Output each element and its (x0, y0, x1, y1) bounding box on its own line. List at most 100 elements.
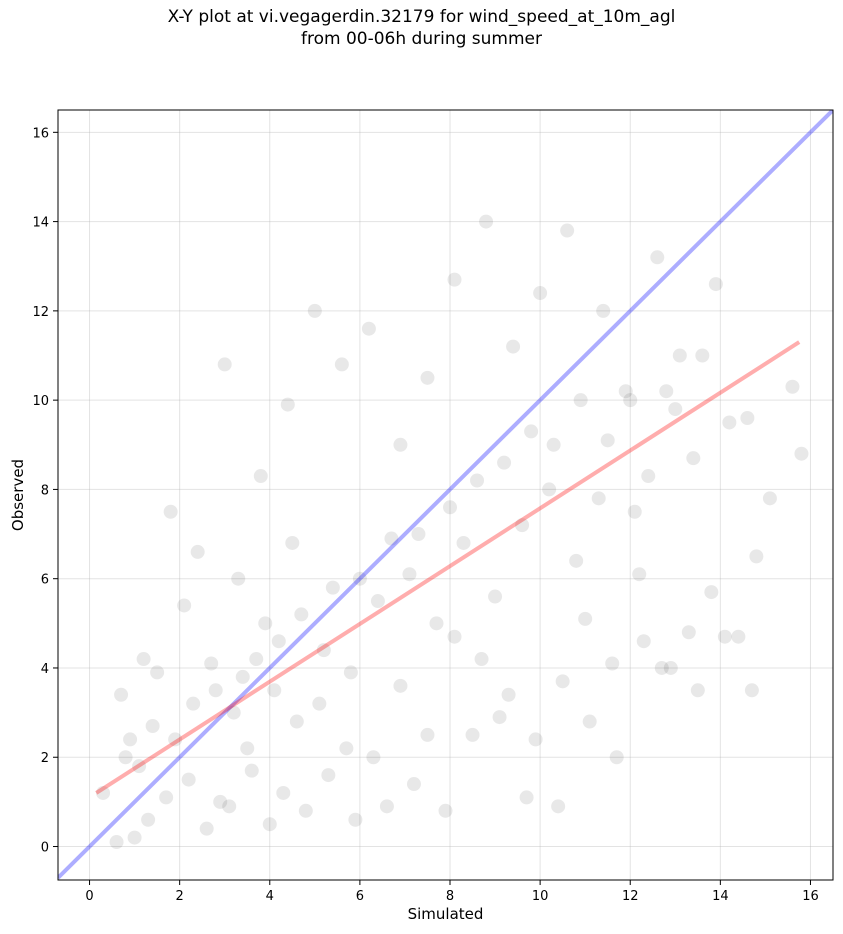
data-point (641, 469, 656, 484)
data-point (312, 696, 327, 711)
data-point (316, 643, 331, 658)
data-point (731, 629, 746, 644)
data-point (794, 446, 809, 461)
data-point (271, 634, 286, 649)
data-point (294, 607, 309, 622)
x-tick-label: 2 (176, 889, 184, 904)
data-point (190, 544, 205, 559)
data-point (249, 652, 264, 667)
chart-subtitle: from 00-06h during summer (301, 29, 542, 49)
x-tick-label: 12 (622, 889, 639, 904)
data-point (456, 535, 471, 550)
data-point (244, 763, 259, 778)
y-tick-label: 0 (41, 841, 49, 856)
data-point (307, 303, 322, 318)
data-point (488, 589, 503, 604)
data-point (663, 660, 678, 675)
data-point (96, 785, 111, 800)
data-point (636, 634, 651, 649)
data-point (145, 719, 160, 733)
data-point (632, 567, 647, 582)
data-point (411, 527, 426, 542)
data-point (686, 451, 701, 466)
data-point (596, 303, 611, 318)
data-point (740, 411, 755, 425)
data-point (109, 835, 124, 850)
data-point (118, 750, 133, 765)
y-tick-label: 4 (41, 662, 49, 677)
data-point (497, 455, 512, 470)
data-point (447, 272, 462, 287)
data-point (681, 625, 696, 640)
data-point (231, 571, 246, 586)
data-point (132, 759, 147, 774)
data-point (217, 357, 232, 372)
data-point (515, 518, 530, 533)
x-tick-label: 10 (532, 889, 549, 904)
data-point (672, 348, 687, 363)
data-point (208, 683, 223, 698)
data-point (546, 437, 561, 452)
data-point (420, 370, 435, 385)
data-point (280, 397, 295, 412)
data-point (298, 803, 313, 818)
data-point (348, 812, 363, 827)
data-point (578, 611, 593, 626)
data-point (285, 535, 300, 550)
data-point (690, 683, 705, 698)
data-point (591, 491, 606, 506)
y-tick-label: 12 (32, 305, 49, 320)
data-point (267, 683, 282, 698)
data-point (384, 531, 399, 546)
data-point (159, 790, 174, 805)
data-point (650, 250, 665, 265)
y-tick-label: 6 (41, 573, 49, 588)
data-point (339, 741, 354, 756)
data-point (186, 696, 201, 711)
data-point (222, 799, 237, 814)
data-point (334, 357, 349, 372)
y-tick-label: 14 (32, 216, 49, 231)
data-point (785, 379, 800, 394)
data-point (343, 665, 358, 680)
data-point (114, 687, 129, 702)
data-point (123, 732, 138, 747)
x-tick-label: 14 (712, 889, 729, 904)
data-point (708, 277, 723, 292)
data-point (542, 482, 557, 497)
data-point (618, 384, 633, 399)
data-point (258, 616, 273, 631)
data-point (226, 705, 241, 720)
data-point (654, 660, 669, 675)
data-point (470, 473, 485, 488)
data-point (749, 549, 764, 564)
data-point (479, 214, 494, 229)
x-tick-label: 8 (446, 889, 454, 904)
y-tick-label: 10 (32, 394, 49, 409)
data-point (600, 433, 615, 448)
data-point (370, 594, 385, 609)
chart-title: X-Y plot at vi.vegagerdin.32179 for wind… (167, 7, 676, 27)
x-tick-label: 0 (85, 889, 93, 904)
data-point (235, 669, 250, 684)
data-point (289, 714, 304, 729)
data-point (573, 393, 588, 408)
data-point (253, 469, 268, 484)
data-point (623, 393, 638, 408)
identity-line (58, 110, 833, 880)
y-tick-label: 8 (41, 483, 49, 498)
data-point (352, 571, 367, 586)
data-point (150, 665, 165, 680)
data-point (582, 714, 597, 729)
data-point (276, 785, 291, 800)
data-point (695, 348, 710, 363)
y-tick-label: 16 (32, 126, 49, 141)
data-point (213, 794, 228, 809)
data-point (465, 727, 480, 742)
data-point (533, 286, 548, 301)
data-point (519, 790, 534, 805)
data-point (127, 830, 142, 845)
data-point (402, 567, 417, 582)
data-point (704, 585, 719, 600)
data-point (199, 821, 214, 836)
